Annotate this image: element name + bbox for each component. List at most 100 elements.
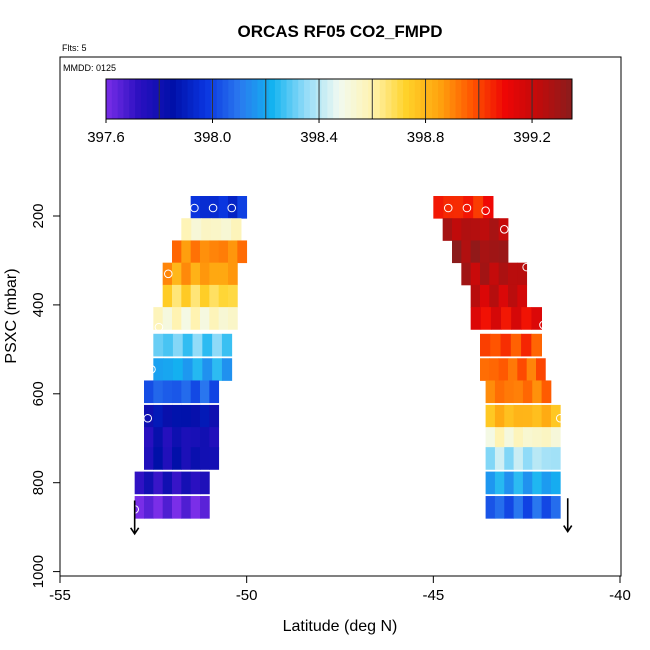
heatmap-cell: [228, 240, 238, 264]
heatmap-cell: [228, 262, 238, 286]
heatmap-cell: [513, 380, 524, 404]
colorbar-segment: [414, 79, 422, 119]
mmdd-label: MMDD: 0125: [63, 63, 116, 73]
colorbar-segment: [496, 79, 503, 119]
heatmap-cell: [513, 447, 524, 470]
colorbar-segment: [245, 79, 253, 119]
colorbar-segment: [251, 79, 258, 119]
colorbar-segment: [193, 79, 200, 119]
heatmap-cell: [162, 262, 173, 286]
heatmap-cell: [231, 218, 242, 241]
y-tick-label: 200: [30, 203, 47, 228]
heatmap-cell: [172, 496, 182, 519]
sample-marker: [462, 203, 472, 213]
heatmap-cell: [209, 196, 220, 219]
colorbar-segment: [164, 79, 171, 119]
colorbar-segment: [228, 79, 235, 119]
heatmap-cell: [190, 447, 201, 470]
colorbar-segment: [507, 79, 515, 119]
heatmap-cell: [504, 427, 514, 450]
heatmap-cell: [452, 240, 462, 264]
heatmap-cell: [209, 427, 220, 450]
colorbar-segment: [333, 79, 340, 119]
heatmap-cell: [498, 218, 509, 241]
heatmap-cell: [517, 284, 528, 308]
heatmap-cell: [494, 447, 505, 470]
heatmap-cell: [513, 427, 524, 450]
heatmap-cell: [500, 333, 512, 357]
heatmap-cell: [153, 380, 164, 404]
heatmap-cell: [190, 427, 201, 450]
colorbar-segment: [373, 79, 381, 119]
colorbar-segment: [420, 79, 427, 119]
heatmap-cell: [513, 496, 524, 519]
heatmap-cell: [144, 496, 154, 519]
heatmap-cell: [521, 307, 532, 330]
colorbar-segment: [146, 79, 154, 119]
heatmap-cell: [153, 427, 164, 450]
heatmap-cell: [181, 262, 192, 286]
heatmap-cell: [480, 358, 490, 381]
heatmap-cell: [200, 262, 210, 286]
sample-marker: [499, 225, 509, 234]
heatmap-cell: [480, 262, 490, 286]
colorbar-segment: [222, 79, 229, 119]
heatmap-cell: [200, 307, 210, 330]
heatmap-cell: [494, 404, 505, 428]
heatmap-cell: [228, 196, 238, 219]
heatmap-cell: [202, 358, 213, 381]
heatmap-cell: [221, 218, 232, 241]
axes: -55 -50 -45 -40 200 400 600 800 1000: [30, 203, 631, 604]
heatmap-cell: [550, 496, 561, 519]
heatmap-cell: [190, 471, 201, 495]
heatmap-cell: [190, 404, 201, 428]
heatmap-cell: [153, 333, 164, 357]
y-axis-label: PSXC (mbar): [3, 268, 20, 363]
heatmap-cell: [172, 447, 182, 470]
heatmap-cell: [172, 240, 182, 264]
heatmap-cell: [453, 196, 464, 219]
heatmap-cell: [228, 307, 238, 330]
heatmap-cell: [508, 358, 518, 381]
heatmap-cell: [162, 380, 173, 404]
heatmap-cell: [181, 471, 192, 495]
heatmap-cell: [526, 358, 537, 381]
heatmap-cell: [504, 380, 514, 404]
colorbar-segment: [350, 79, 357, 119]
heatmap-cell: [144, 427, 154, 450]
colorbar-segment: [408, 79, 416, 119]
heatmap-cell: [470, 284, 481, 308]
heatmap-cell: [192, 358, 203, 381]
heatmap-cell: [531, 333, 542, 357]
heatmap-cell: [489, 240, 500, 264]
colorbar-segment: [560, 79, 567, 119]
heatmap-cell: [172, 262, 182, 286]
heatmap-cell: [470, 307, 482, 330]
heatmap-cell: [172, 380, 182, 404]
heatmap-cell: [228, 284, 238, 308]
heatmap-cell: [190, 496, 201, 519]
sample-marker: [208, 203, 218, 213]
heatmap-cell: [221, 358, 233, 381]
colorbar-segment: [397, 79, 404, 119]
colorbar-segment: [298, 79, 305, 119]
heatmap-cell: [531, 307, 542, 330]
heatmap-cell: [200, 284, 210, 308]
heatmap-cell: [162, 284, 173, 308]
colorbar-segment: [210, 79, 218, 119]
heatmap-cell: [532, 496, 542, 519]
heatmap-cell: [461, 218, 472, 241]
colorbar-segment: [205, 79, 212, 119]
colorbar-segment: [531, 79, 538, 119]
sample-marker: [546, 365, 556, 374]
heatmap-cell: [522, 427, 533, 450]
heatmap-cell: [181, 404, 192, 428]
heatmap-cell: [532, 427, 542, 450]
colorbar-segment: [304, 79, 311, 119]
heatmap-cell: [190, 380, 201, 404]
heatmap-cell: [498, 358, 509, 381]
heatmap-cell: [162, 496, 173, 519]
colorbar-segment: [461, 79, 468, 119]
heatmap-cell: [218, 240, 229, 264]
heatmap-cell: [200, 196, 210, 219]
